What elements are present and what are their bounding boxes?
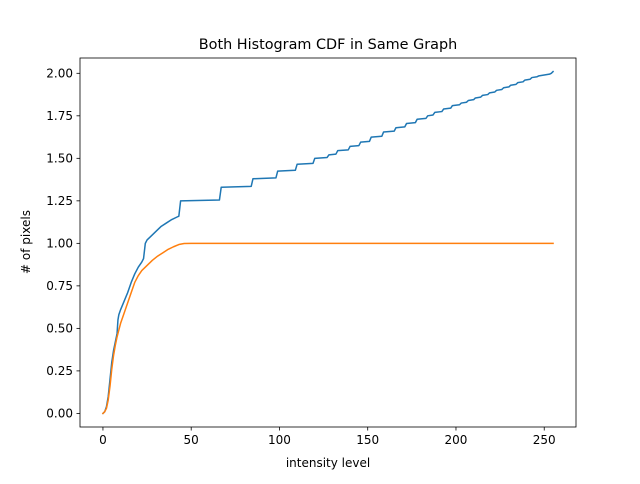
y-tick-label: 1.00	[46, 237, 73, 251]
y-tick-label: 0.50	[46, 322, 73, 336]
x-tick-label: 50	[184, 433, 199, 447]
x-tick-label: 200	[445, 433, 468, 447]
y-tick-label: 0.25	[46, 364, 73, 378]
chart-title: Both Histogram CDF in Same Graph	[199, 37, 457, 53]
y-tick-label: 1.75	[46, 109, 73, 123]
x-axis-label: intensity level	[286, 456, 370, 470]
x-tick-label: 250	[533, 433, 556, 447]
y-tick-label: 1.25	[46, 194, 73, 208]
x-tick-label: 150	[356, 433, 379, 447]
y-tick-label: 1.50	[46, 152, 73, 166]
series-layer	[101, 70, 555, 415]
y-axis-label: # of pixels	[19, 210, 33, 274]
x-tick-label: 100	[268, 433, 291, 447]
plot-frame	[79, 57, 577, 428]
x-tick-label: 0	[99, 433, 107, 447]
axis-layer: 0 50 100 150 200 250 0.00 0.25 0.50 0.75 1.00 1.25 1…	[46, 57, 577, 447]
series-line-1	[101, 70, 555, 415]
y-tick-label: 0.00	[46, 407, 73, 421]
series-line-2	[101, 242, 554, 415]
y-tick-label: 0.75	[46, 279, 73, 293]
y-tick-label: 2.00	[46, 67, 73, 81]
